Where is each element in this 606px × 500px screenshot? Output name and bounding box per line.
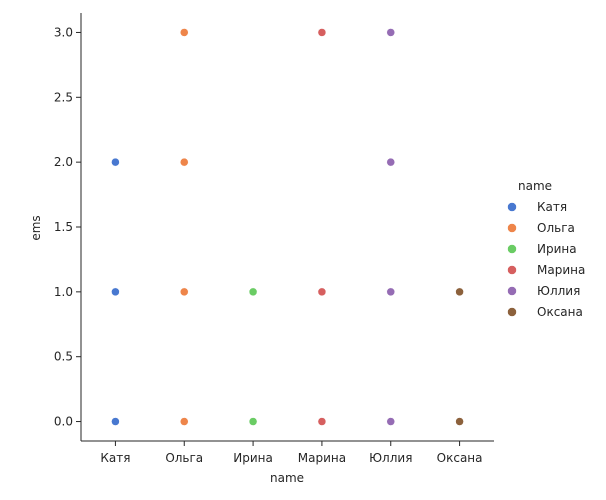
y-tick-label: 0.0 xyxy=(54,415,73,429)
y-tick-label: 0.5 xyxy=(54,350,73,364)
data-point xyxy=(317,417,327,426)
y-ticks: 0.0 0.5 1.0 1.5 2.0 2.5 3.0 xyxy=(54,25,81,429)
legend-entry: Оксана xyxy=(537,305,583,319)
data-point xyxy=(111,157,120,167)
legend-marker xyxy=(507,202,517,212)
legend-entry: Ольга xyxy=(537,221,575,235)
data-point xyxy=(248,287,258,297)
legend-marker xyxy=(507,223,517,233)
x-tick-label: Ирина xyxy=(233,451,273,465)
y-tick-label: 2.0 xyxy=(54,155,73,169)
data-point xyxy=(386,28,395,37)
legend-marker xyxy=(507,307,517,317)
x-tick-label: Юллия xyxy=(369,451,412,465)
data-point xyxy=(317,287,327,297)
legend: name Катя Ольга Ирина Марина Юллия Оксана xyxy=(507,179,585,319)
y-tick-label: 1.5 xyxy=(54,220,73,234)
legend-marker xyxy=(507,265,517,275)
x-tick-label: Оксана xyxy=(437,451,483,465)
legend-entry: Юллия xyxy=(537,284,580,298)
x-axis-title: name xyxy=(270,471,304,485)
data-point xyxy=(111,417,120,426)
data-point xyxy=(455,417,464,426)
data-points xyxy=(111,28,464,426)
data-point xyxy=(180,417,189,426)
legend-entry: Марина xyxy=(537,263,585,277)
data-point xyxy=(180,28,189,37)
data-point xyxy=(248,417,258,426)
legend-title: name xyxy=(518,179,552,193)
data-point xyxy=(111,287,120,297)
y-tick-label: 1.0 xyxy=(54,285,73,299)
legend-marker xyxy=(507,286,517,296)
legend-entry: Катя xyxy=(537,200,567,214)
legend-marker xyxy=(507,244,517,254)
data-point xyxy=(386,287,395,297)
legend-entry: Ирина xyxy=(537,242,577,256)
data-point xyxy=(180,287,189,297)
data-point xyxy=(386,157,395,167)
data-point xyxy=(317,28,327,37)
x-tick-label: Катя xyxy=(100,451,130,465)
y-axis-title: ems xyxy=(29,215,43,240)
x-ticks: Катя Ольга Ирина Марина Юллия Оксана xyxy=(100,441,483,465)
data-point xyxy=(180,157,189,167)
x-tick-label: Марина xyxy=(298,451,346,465)
x-tick-label: Ольга xyxy=(165,451,203,465)
y-tick-label: 2.5 xyxy=(54,90,73,104)
data-point xyxy=(386,417,395,426)
data-point xyxy=(455,287,464,297)
y-tick-label: 3.0 xyxy=(54,25,73,39)
